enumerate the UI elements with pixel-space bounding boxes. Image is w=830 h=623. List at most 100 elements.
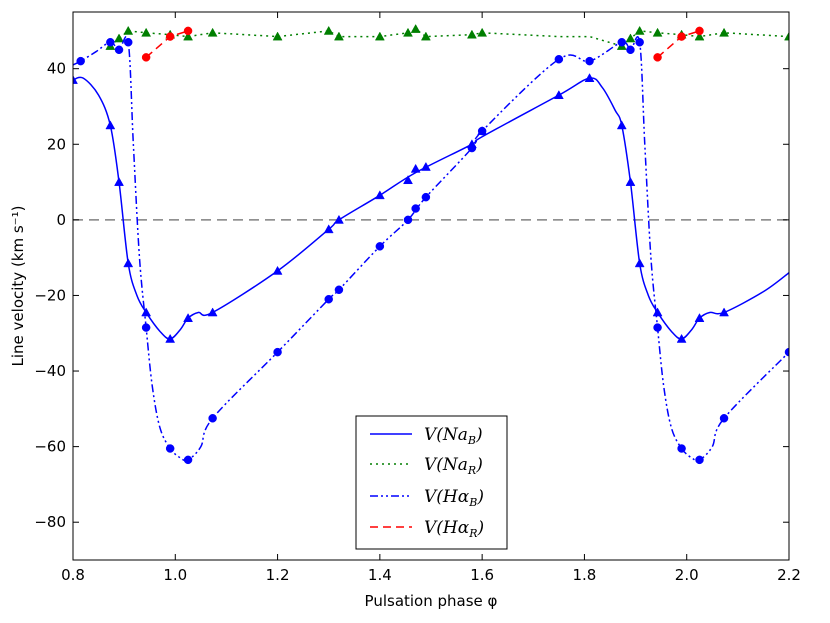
x-tick-label: 0.8	[61, 566, 85, 584]
legend-label-ha-b: V(HαB)	[424, 487, 484, 509]
data-point-NaB	[207, 307, 218, 317]
x-tick-label: 1.4	[368, 566, 392, 584]
data-point-HaB	[554, 54, 564, 64]
data-point-NaB	[73, 75, 78, 84]
data-point-HaB	[141, 323, 151, 332]
data-point-NaR	[719, 27, 729, 37]
data-point-NaR	[374, 31, 385, 41]
data-point-HaB	[165, 444, 175, 453]
data-point-HaR	[695, 26, 704, 36]
data-point-HaB	[324, 294, 333, 304]
legend-label-ha-r: V(HαR)	[424, 518, 484, 540]
data-point-HaB	[403, 215, 413, 225]
data-point-HaB	[421, 192, 431, 202]
data-point-NaB	[410, 163, 421, 173]
data-point-NaB	[616, 120, 627, 130]
y-tick-label: −60	[34, 438, 66, 456]
series-HaR	[141, 26, 704, 62]
data-point-HaB	[467, 143, 477, 153]
data-point-NaB	[584, 73, 595, 82]
y-axis-label: Line velocity (km s⁻¹)	[9, 206, 27, 367]
data-point-HaB	[617, 37, 627, 47]
series-NaR	[105, 23, 789, 50]
data-point-NaR	[403, 27, 413, 37]
data-point-HaB	[677, 444, 686, 453]
data-point-HaB	[76, 56, 85, 66]
data-point-NaR	[141, 27, 152, 37]
data-point-NaB	[374, 190, 385, 200]
data-point-NaB	[420, 161, 431, 171]
data-point-HaB	[208, 414, 217, 423]
data-point-HaB	[273, 347, 282, 357]
data-point-NaB	[323, 224, 334, 234]
data-point-NaB	[123, 258, 134, 268]
y-tick-label: 40	[47, 60, 66, 78]
data-point-HaR	[677, 32, 686, 41]
data-point-NaR	[334, 31, 344, 41]
data-point-NaR	[420, 31, 431, 41]
data-point-NaR	[123, 25, 134, 35]
data-point-NaR	[634, 25, 645, 35]
data-point-NaR	[784, 31, 789, 41]
data-point-HaB	[411, 204, 420, 213]
y-tick-label: 20	[47, 135, 66, 153]
data-point-HaB	[334, 285, 344, 295]
data-point-HaB	[626, 45, 635, 55]
data-point-NaB	[676, 333, 687, 343]
data-point-NaR	[272, 31, 283, 41]
y-tick-label: 0	[56, 211, 66, 229]
y-tick-label: −40	[34, 362, 66, 380]
data-point-NaB	[114, 177, 124, 186]
data-point-NaB	[105, 120, 116, 130]
data-point-HaR	[141, 53, 151, 62]
x-tick-label: 1.0	[163, 566, 187, 584]
data-point-NaB	[141, 307, 152, 317]
data-point-HaB	[784, 347, 789, 357]
data-point-HaB	[585, 56, 594, 66]
data-point-HaB	[375, 242, 385, 251]
y-tick-label: −20	[34, 286, 66, 304]
data-point-NaR	[207, 27, 218, 37]
data-point-NaB	[625, 177, 636, 186]
x-axis-label: Pulsation phase φ	[365, 592, 498, 610]
data-point-NaB	[183, 313, 193, 322]
data-point-NaB	[165, 333, 176, 343]
data-point-NaR	[410, 23, 421, 33]
data-point-HaB	[106, 37, 115, 47]
plot-frame	[72, 11, 790, 561]
data-point-HaR	[165, 32, 175, 41]
data-point-NaR	[183, 31, 193, 41]
data-point-HaB	[183, 455, 193, 465]
x-tick-label: 1.2	[266, 566, 290, 584]
data-point-NaR	[323, 25, 334, 35]
data-point-HaR	[183, 26, 193, 36]
legend-box	[355, 415, 508, 550]
y-tick-label: −80	[34, 513, 66, 531]
data-point-NaB	[634, 258, 645, 268]
data-point-NaR	[652, 27, 663, 37]
data-point-HaB	[719, 414, 729, 423]
data-point-HaB	[653, 323, 662, 332]
legend-label-na-r: V(NaR)	[424, 455, 483, 477]
data-point-NaR	[466, 29, 477, 39]
x-tick-label: 1.6	[470, 566, 494, 584]
data-point-NaB	[694, 313, 705, 322]
data-point-HaB	[635, 37, 644, 47]
series-HaB	[73, 36, 789, 465]
data-point-NaR	[114, 33, 124, 43]
data-point-NaB	[403, 175, 413, 185]
legend: V(NaB) V(NaR) V(HαB) V(HαR)	[355, 415, 508, 550]
data-point-HaB	[114, 45, 124, 55]
data-point-NaB	[719, 307, 729, 317]
data-point-HaR	[653, 53, 662, 62]
data-point-HaB	[695, 455, 704, 465]
x-tick-label: 2.0	[675, 566, 699, 584]
data-point-HaB	[477, 126, 487, 136]
data-point-NaR	[694, 31, 705, 41]
data-point-NaR	[625, 33, 636, 43]
data-point-HaB	[123, 37, 133, 47]
data-point-NaB	[553, 90, 564, 99]
data-point-NaR	[477, 27, 488, 37]
x-tick-label: 1.8	[572, 566, 596, 584]
